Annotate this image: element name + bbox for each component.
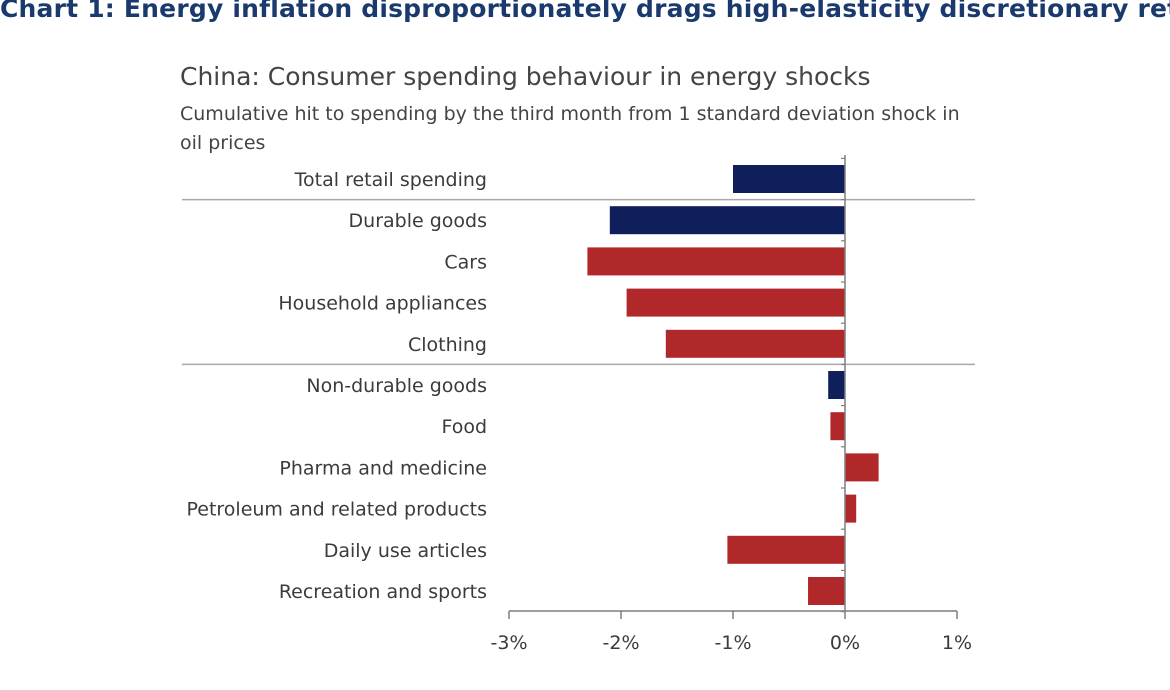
category-label-durable-goods: Durable goods [349,210,487,232]
x-tick-label-3: 0% [830,632,860,654]
bar-non-durable-goods [828,371,845,399]
category-label-food: Food [441,416,487,438]
category-label-non-durable-goods: Non-durable goods [306,375,487,397]
category-label-clothing: Clothing [408,334,487,356]
bar-cars [587,247,845,276]
bar-daily-use-articles [727,535,845,564]
category-label-petroleum-and-related-products: Petroleum and related products [186,499,487,521]
bar-durable-goods [609,206,845,235]
chart-title: China: Consumer spending behaviour in en… [180,62,871,91]
category-label-daily-use-articles: Daily use articles [324,540,487,562]
category-label-recreation-and-sports: Recreation and sports [279,581,487,603]
bar-petroleum-and-related-products [845,494,857,523]
bar-pharma-and-medicine [845,453,879,482]
x-tick-label-2: -1% [715,632,752,654]
bar-total-retail-spending [733,165,845,193]
bar-food [830,412,845,441]
x-tick-label-4: 1% [942,632,972,654]
x-tick-label-0: -3% [491,632,528,654]
bar-clothing [665,329,845,358]
category-label-pharma-and-medicine: Pharma and medicine [279,457,487,479]
chart-subtitle: Cumulative hit to spending by the third … [180,103,960,154]
x-tick-label-1: -2% [603,632,640,654]
page-title: Chart 1: Energy inflation disproportiona… [0,0,1170,23]
bar-recreation-and-sports [808,577,845,605]
category-label-household-appliances: Household appliances [278,293,487,315]
category-label-total-retail-spending: Total retail spending [294,169,487,191]
category-label-cars: Cars [444,251,487,273]
bar-household-appliances [626,288,845,317]
